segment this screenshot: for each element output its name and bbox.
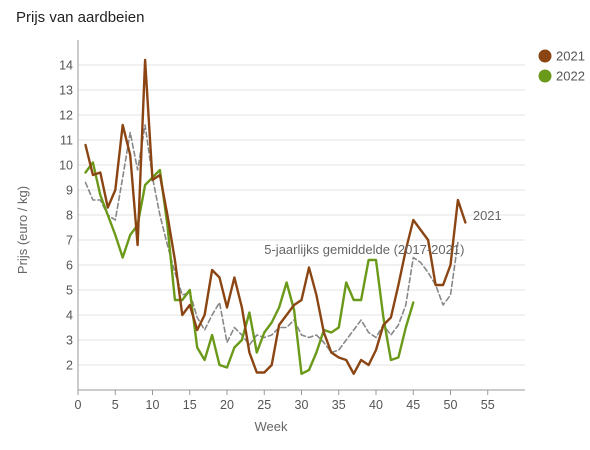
series-line-2: [84, 124, 459, 354]
y-tick-label: 6: [66, 259, 73, 273]
y-tick-label: 8: [66, 209, 73, 223]
y-tick-label: 4: [66, 309, 73, 323]
x-tick-label: 35: [332, 398, 346, 412]
y-tick-label: 5: [66, 284, 73, 298]
y-tick-label: 2: [66, 359, 73, 373]
y-tick-label: 14: [59, 59, 73, 73]
x-tick-label: 50: [444, 398, 458, 412]
series-line-1: [84, 161, 415, 375]
y-tick-label: 9: [66, 184, 73, 198]
legend-entry-label: 2021: [556, 49, 585, 64]
y-tick-label: 10: [59, 159, 73, 173]
x-axis-label: Week: [255, 419, 288, 434]
legend-entry-label: 2022: [556, 69, 585, 84]
y-tick-label: 7: [66, 234, 73, 248]
x-tick-label: 45: [406, 398, 420, 412]
legend-marker: [538, 69, 552, 83]
y-tick-label: 13: [59, 84, 73, 98]
x-tick-label: 20: [220, 398, 234, 412]
y-tick-label: 11: [60, 134, 73, 148]
series-layer: [84, 58, 467, 375]
y-tick-label: 12: [59, 109, 73, 123]
y-tick-label: 3: [66, 334, 73, 348]
y-axis-label: Prijs (euro / kg): [15, 186, 30, 274]
series-line-0: [84, 58, 467, 375]
grid-lines: [78, 64, 525, 366]
x-tick-label: 40: [369, 398, 383, 412]
legend-marker: [538, 49, 552, 63]
legend: 2021 2022: [538, 49, 585, 84]
x-tick-label: 0: [75, 398, 82, 412]
x-tick-label: 30: [295, 398, 309, 412]
x-tick-label: 10: [146, 398, 160, 412]
x-tick-label: 55: [481, 398, 495, 412]
x-tick-label: 5: [112, 398, 119, 412]
annotation-label: 2021: [473, 208, 502, 223]
annotations: 2021 5-jaarlijks gemiddelde (2017-2021): [264, 208, 502, 257]
annotation-label: 5-jaarlijks gemiddelde (2017-2021): [264, 242, 464, 257]
x-tick-label: 25: [257, 398, 271, 412]
x-tick-label: 15: [183, 398, 197, 412]
chart-title: Prijs van aardbeien: [16, 9, 145, 26]
